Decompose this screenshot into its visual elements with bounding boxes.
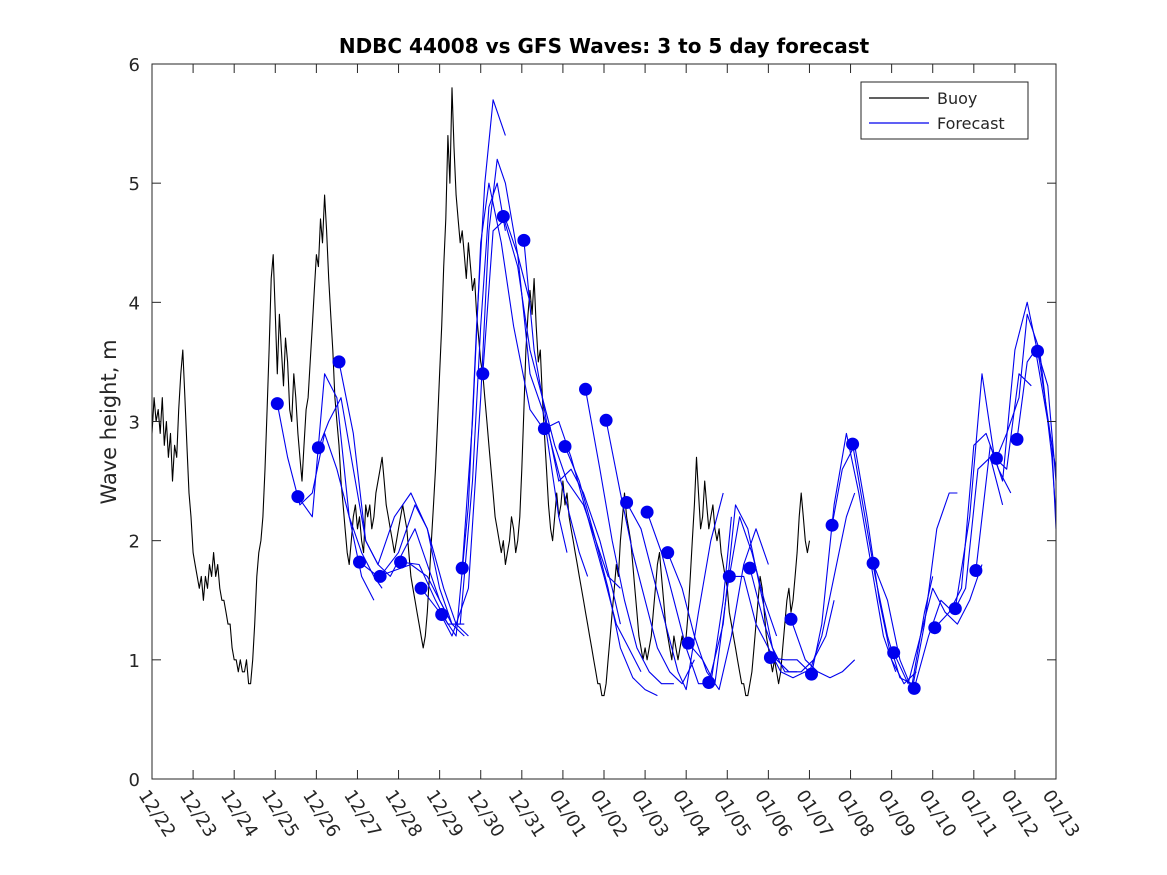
forecast-marker-38 bbox=[1031, 344, 1044, 358]
forecast-run-line-1 bbox=[276, 403, 383, 589]
forecast-marker-36 bbox=[989, 451, 1003, 465]
forecast-marker-31 bbox=[887, 646, 901, 660]
forecast-marker-24 bbox=[743, 561, 757, 575]
y-tick-label-5: 5 bbox=[129, 174, 140, 195]
forecast-run-line-2 bbox=[297, 373, 375, 601]
forecast-marker-33 bbox=[928, 621, 942, 635]
forecast-run-line-15 bbox=[564, 446, 658, 697]
forecast-marker-19 bbox=[640, 505, 654, 519]
forecast-marker-3 bbox=[311, 441, 325, 455]
forecast-run-line-14 bbox=[544, 420, 642, 673]
forecast-run-line-24 bbox=[749, 567, 835, 673]
forecast-marker-8 bbox=[414, 581, 428, 595]
forecast-marker-23 bbox=[722, 569, 736, 583]
forecast-run-line-12 bbox=[502, 216, 621, 589]
forecast-run-line-11 bbox=[482, 218, 589, 577]
forecast-marker-12 bbox=[496, 210, 510, 223]
forecast-marker-5 bbox=[353, 555, 366, 569]
forecast-run-line-13 bbox=[523, 240, 621, 625]
forecast-marker-22 bbox=[702, 676, 716, 689]
forecast-run-line-26 bbox=[790, 619, 856, 679]
y-tick-label-0: 0 bbox=[129, 770, 140, 791]
legend-label-forecast: Forecast bbox=[937, 114, 1005, 133]
forecast-marker-30 bbox=[866, 556, 880, 570]
forecast-run-line-4 bbox=[338, 361, 469, 637]
forecast-run-line-10 bbox=[461, 182, 568, 569]
forecast-marker-28 bbox=[825, 518, 839, 532]
forecast-run-line-30 bbox=[872, 492, 958, 691]
forecast-marker-4 bbox=[332, 355, 346, 369]
forecast-marker-1 bbox=[270, 397, 284, 411]
forecast-run-line-20 bbox=[667, 528, 769, 691]
forecast-marker-10 bbox=[455, 561, 469, 575]
forecast-marker-21 bbox=[681, 636, 695, 650]
legend: Buoy Forecast bbox=[860, 81, 1029, 140]
y-tick-label-1: 1 bbox=[129, 651, 140, 672]
y-axis-label: Wave height, m bbox=[97, 339, 121, 504]
forecast-run-line-19 bbox=[646, 511, 732, 685]
forecast-marker-32 bbox=[907, 681, 921, 695]
forecast-marker-11 bbox=[476, 367, 490, 381]
forecast-marker-2 bbox=[291, 490, 305, 504]
forecast-marker-15 bbox=[558, 440, 572, 453]
forecast-marker-9 bbox=[435, 608, 449, 621]
forecast-marker-27 bbox=[805, 667, 818, 681]
forecast-marker-20 bbox=[661, 546, 675, 560]
forecast-marker-35 bbox=[969, 564, 983, 577]
y-tick-label-4: 4 bbox=[129, 293, 140, 314]
forecast-marker-29 bbox=[846, 437, 860, 451]
legend-box bbox=[860, 81, 1029, 140]
y-tick-label-6: 6 bbox=[129, 55, 140, 76]
forecast-run-line-31 bbox=[893, 564, 983, 685]
forecast-run-line-8 bbox=[420, 158, 531, 637]
forecast-run-line-36 bbox=[995, 313, 1057, 517]
forecast-run-line-22 bbox=[708, 504, 798, 683]
forecast-run-line-38 bbox=[1036, 351, 1057, 482]
forecast-marker-6 bbox=[373, 569, 387, 583]
forecast-marker-25 bbox=[763, 651, 777, 664]
forecast-marker-37 bbox=[1010, 432, 1024, 446]
chart-title: NDBC 44008 vs GFS Waves: 3 to 5 day fore… bbox=[339, 34, 870, 58]
legend-label-buoy: Buoy bbox=[937, 89, 977, 108]
y-tick-label-3: 3 bbox=[129, 413, 140, 434]
forecast-run-line-27 bbox=[810, 432, 897, 675]
forecast-marker-17 bbox=[599, 413, 613, 427]
forecast-marker-26 bbox=[784, 612, 798, 626]
forecast-marker-18 bbox=[620, 496, 634, 509]
forecast-marker-13 bbox=[517, 233, 531, 247]
forecast-marker-34 bbox=[948, 602, 962, 616]
y-tick-label-2: 2 bbox=[129, 532, 140, 553]
forecast-marker-14 bbox=[537, 422, 551, 436]
forecast-run-line-21 bbox=[687, 516, 778, 685]
forecast-marker-7 bbox=[394, 555, 408, 569]
forecast-run-line-16 bbox=[584, 389, 674, 685]
forecast-marker-16 bbox=[579, 382, 592, 396]
buoy-series-line bbox=[151, 87, 811, 697]
forecast-run-line-18 bbox=[626, 492, 724, 691]
